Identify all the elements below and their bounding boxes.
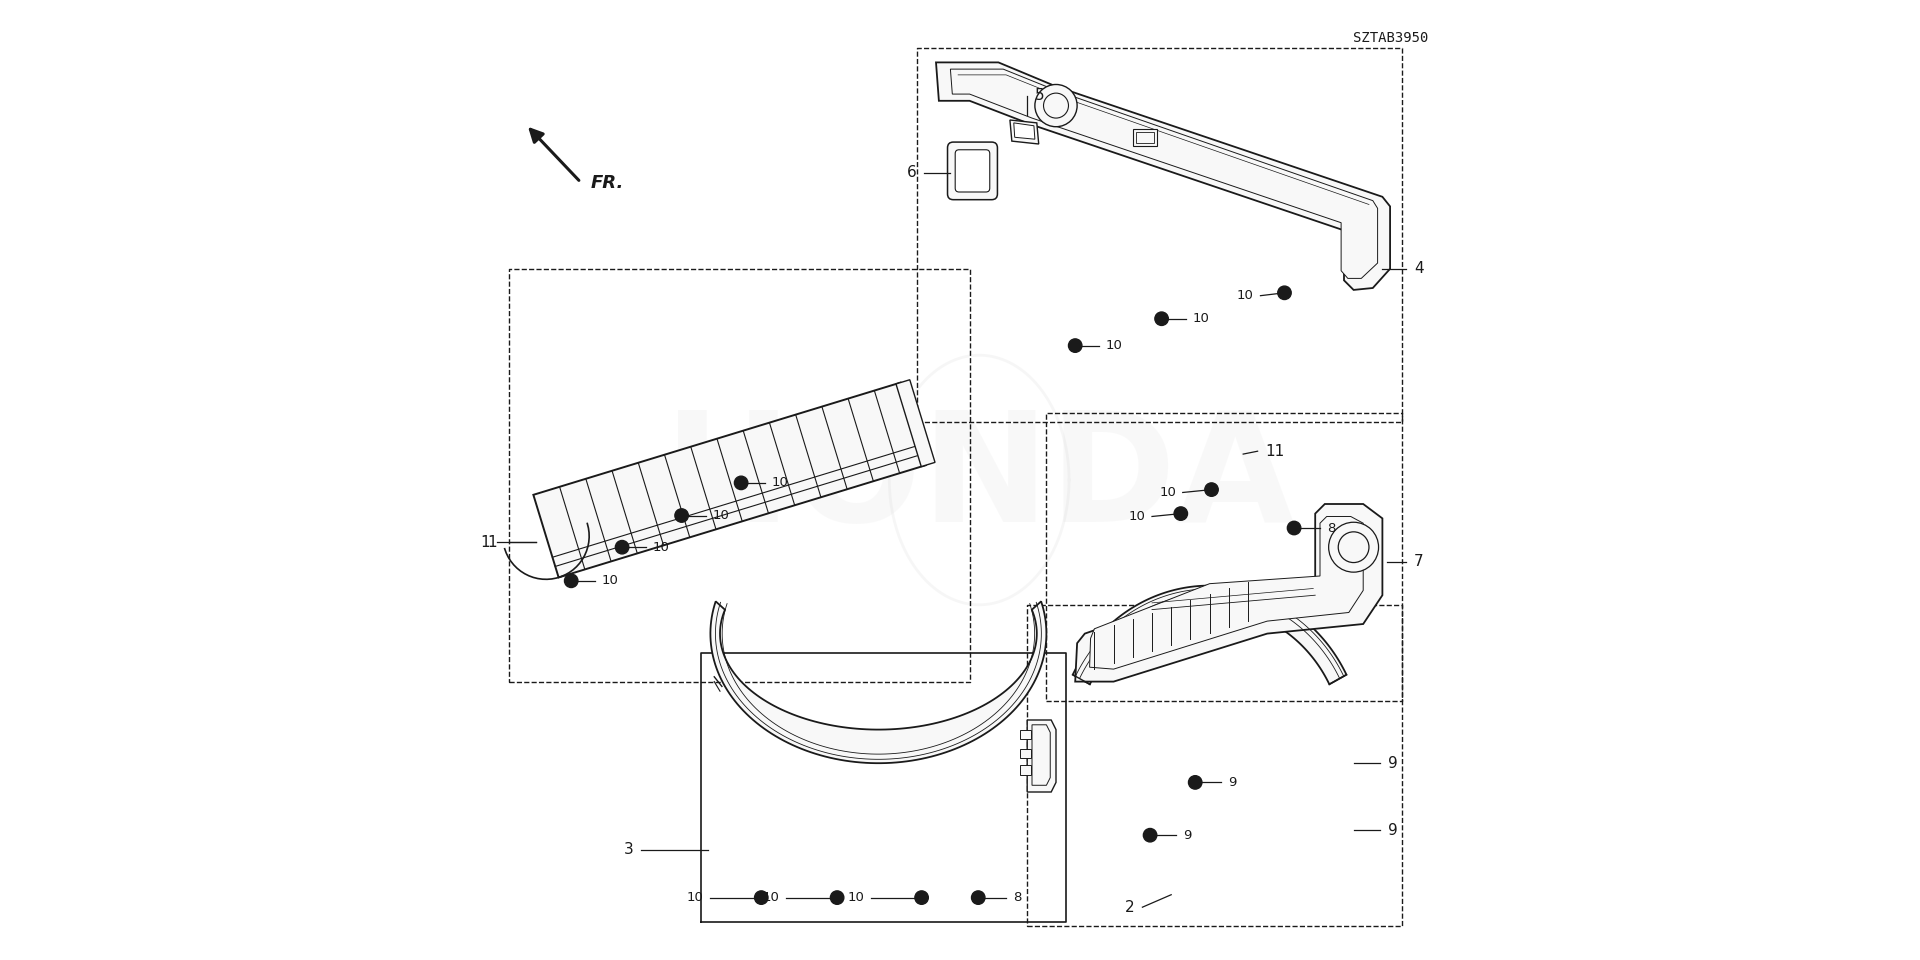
Circle shape	[1329, 522, 1379, 572]
Text: 1: 1	[480, 535, 490, 550]
Circle shape	[564, 574, 578, 588]
Polygon shape	[1073, 586, 1346, 684]
Text: 10: 10	[603, 574, 618, 588]
Circle shape	[1206, 483, 1217, 496]
Polygon shape	[534, 382, 925, 578]
Circle shape	[1173, 507, 1187, 520]
Text: 4: 4	[1413, 261, 1425, 276]
Polygon shape	[937, 62, 1390, 290]
Text: HONDA: HONDA	[664, 405, 1294, 555]
Text: 10: 10	[1160, 486, 1175, 499]
Text: 2: 2	[1125, 900, 1135, 915]
FancyBboxPatch shape	[948, 142, 998, 200]
Text: 7: 7	[1413, 554, 1425, 569]
Bar	[1020, 765, 1031, 775]
Text: 6: 6	[906, 165, 918, 180]
Text: 10: 10	[1129, 510, 1144, 523]
Bar	[1133, 129, 1156, 146]
Text: 10: 10	[653, 540, 670, 554]
Text: 9: 9	[1183, 828, 1190, 842]
Text: 8: 8	[1014, 891, 1021, 904]
Text: 10: 10	[712, 509, 730, 522]
Bar	[1137, 132, 1154, 143]
FancyBboxPatch shape	[956, 150, 991, 192]
Circle shape	[1279, 286, 1290, 300]
Polygon shape	[950, 69, 1377, 278]
Circle shape	[733, 476, 749, 490]
Bar	[1020, 730, 1031, 739]
Text: 1: 1	[488, 535, 497, 550]
Circle shape	[914, 891, 929, 904]
Polygon shape	[1033, 725, 1050, 785]
Polygon shape	[710, 601, 1046, 763]
Text: 10: 10	[1236, 289, 1254, 302]
Text: 10: 10	[762, 891, 780, 904]
Circle shape	[1154, 312, 1167, 325]
Circle shape	[829, 891, 845, 904]
Circle shape	[1035, 84, 1077, 127]
Polygon shape	[1010, 120, 1039, 144]
Circle shape	[1044, 93, 1068, 118]
Text: SZTAB3950: SZTAB3950	[1354, 31, 1428, 45]
Circle shape	[1286, 521, 1302, 535]
Polygon shape	[1014, 123, 1035, 139]
Text: 9: 9	[1388, 756, 1398, 771]
Polygon shape	[1075, 504, 1382, 682]
Circle shape	[1142, 828, 1156, 842]
Circle shape	[1188, 776, 1202, 789]
Circle shape	[1068, 339, 1083, 352]
Text: 9: 9	[1229, 776, 1236, 789]
Text: 10: 10	[687, 891, 703, 904]
Circle shape	[614, 540, 628, 554]
Text: 8: 8	[1327, 521, 1334, 535]
Text: 9: 9	[1388, 823, 1398, 838]
Text: 10: 10	[1192, 312, 1210, 325]
Bar	[1020, 749, 1031, 758]
Polygon shape	[897, 380, 935, 467]
Circle shape	[755, 891, 768, 904]
Polygon shape	[1089, 516, 1363, 669]
Text: FR.: FR.	[591, 174, 624, 192]
Polygon shape	[1027, 720, 1056, 792]
Text: 11: 11	[1265, 444, 1284, 459]
Text: 5: 5	[1035, 88, 1044, 104]
Text: 10: 10	[847, 891, 864, 904]
Circle shape	[972, 891, 985, 904]
Text: 3: 3	[624, 842, 634, 857]
Text: 10: 10	[1106, 339, 1123, 352]
Circle shape	[676, 509, 689, 522]
Text: 10: 10	[772, 476, 789, 490]
Circle shape	[1338, 532, 1369, 563]
